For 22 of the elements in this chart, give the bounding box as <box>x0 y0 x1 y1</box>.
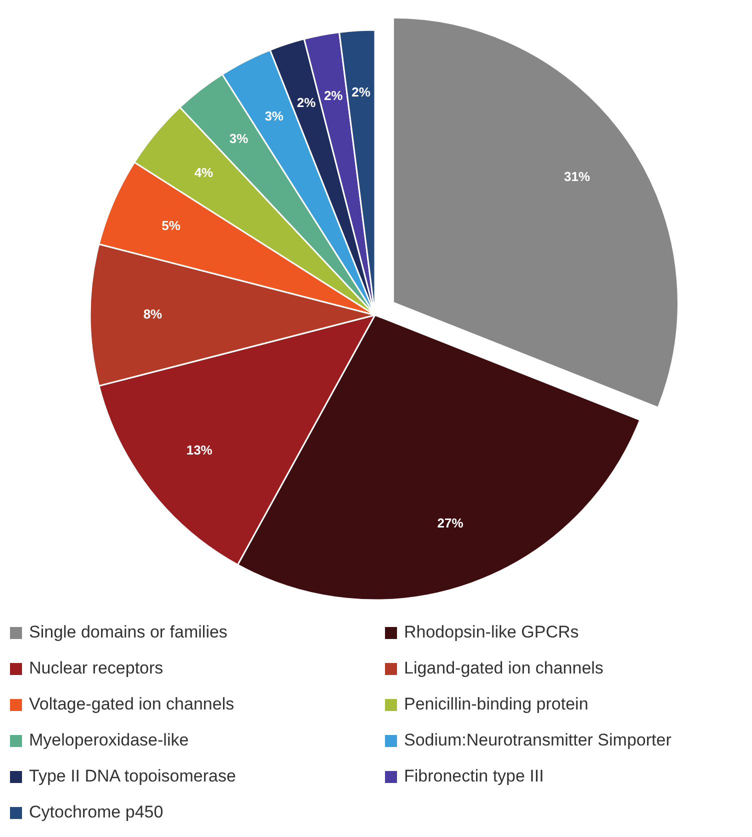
legend-label: Fibronectin type III <box>404 766 544 786</box>
legend-label: Rhodopsin-like GPCRs <box>404 622 579 642</box>
data-label: 5% <box>162 218 181 234</box>
data-label: 31% <box>564 169 590 184</box>
legend-label: Ligand-gated ion channels <box>404 658 604 678</box>
legend-label: Type II DNA topoisomerase <box>29 766 236 786</box>
legend-label: Penicillin-binding protein <box>404 694 588 714</box>
legend-label: Myeloperoxidase-like <box>29 730 189 750</box>
legend-label: Voltage-gated ion channels <box>29 694 234 714</box>
legend-label: Single domains or families <box>29 622 228 642</box>
data-label: 3% <box>264 108 284 124</box>
data-label: 2% <box>296 95 316 110</box>
data-label: 4% <box>194 164 214 180</box>
data-label: 2% <box>352 84 371 100</box>
data-label: 8% <box>143 306 163 322</box>
legend-label: Cytochrome p450 <box>29 802 164 822</box>
legend-label: Nuclear receptors <box>29 658 164 678</box>
data-label: 27% <box>437 516 464 531</box>
data-label: 2% <box>324 88 344 104</box>
legend-label: Sodium:Neurotransmitter Simporter <box>404 730 672 750</box>
data-label: 3% <box>229 130 249 146</box>
data-label: 13% <box>186 442 213 458</box>
